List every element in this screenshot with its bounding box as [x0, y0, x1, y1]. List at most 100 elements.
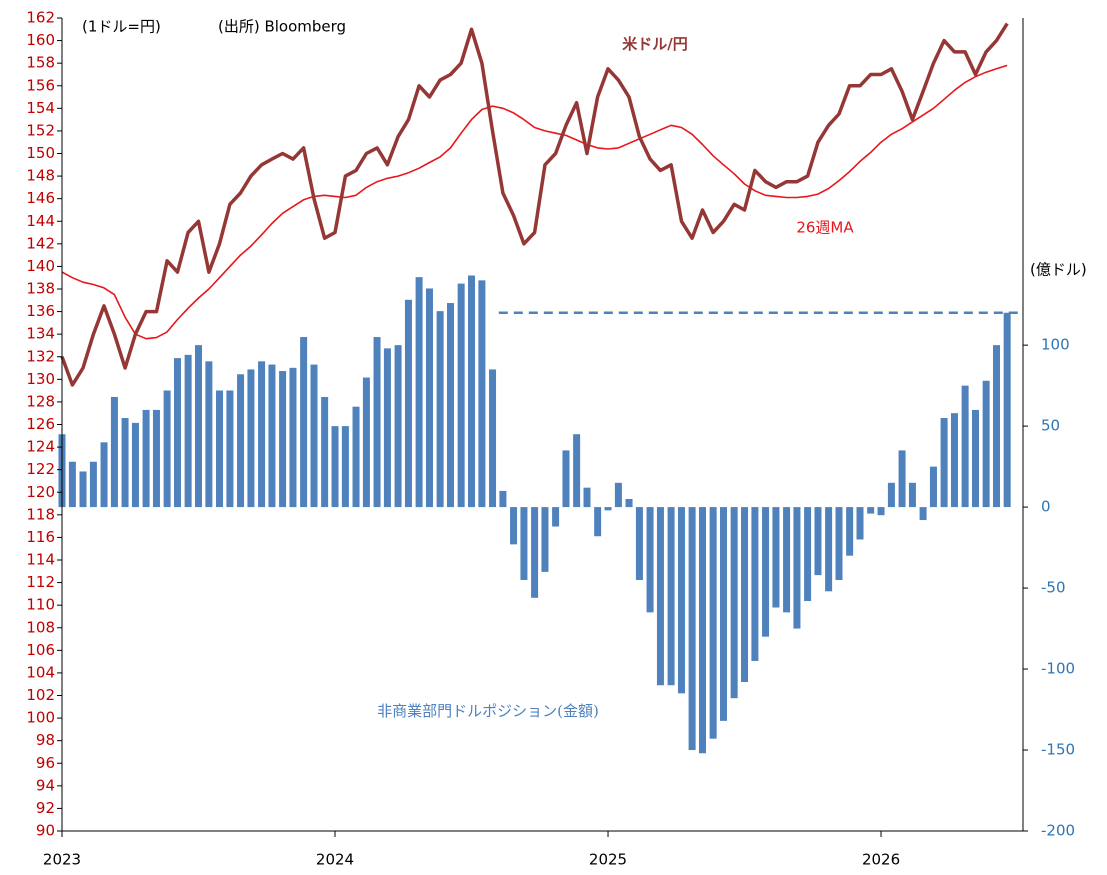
bar: [247, 369, 255, 508]
bar: [89, 461, 97, 508]
bar: [783, 507, 791, 613]
bar: [867, 507, 875, 514]
source-note: (出所) Bloomberg: [218, 18, 346, 36]
bar: [205, 361, 213, 508]
bar: [562, 450, 570, 508]
x-tick-label: 2023: [43, 851, 81, 869]
bar: [982, 380, 990, 508]
y-tick-label: 140: [26, 257, 55, 275]
y-tick-label: 94: [36, 776, 55, 794]
y-tick-label: 90: [36, 822, 55, 840]
series-label: 非商業部門ドルポジション(金額): [377, 702, 599, 720]
bar: [531, 507, 539, 598]
unit-note: (1ドル=円): [82, 18, 161, 36]
y-tick-label: 134: [26, 325, 55, 343]
y2-tick-label: -50: [1041, 579, 1066, 597]
y-tick-label: 116: [26, 528, 55, 546]
bar: [635, 507, 643, 580]
bar: [279, 371, 287, 508]
bar: [583, 487, 591, 508]
y-tick-label: 146: [26, 189, 55, 207]
y-tick-label: 156: [26, 76, 55, 94]
y2-tick-label: 100: [1041, 336, 1070, 354]
bar: [1003, 312, 1011, 508]
y2-tick-label: 0: [1041, 498, 1051, 516]
bar: [741, 507, 749, 683]
bar: [919, 507, 927, 521]
bar: [268, 364, 276, 508]
y-tick-label: 100: [26, 709, 55, 727]
bar: [520, 507, 528, 580]
bar: [100, 442, 108, 508]
bar: [898, 450, 906, 508]
bar: [310, 364, 318, 508]
y2-tick-label: -200: [1041, 822, 1075, 840]
y-tick-label: 142: [26, 234, 55, 252]
bar: [436, 311, 444, 508]
bar: [352, 406, 360, 508]
y-tick-label: 122: [26, 460, 55, 478]
bar: [887, 482, 895, 508]
y-tick-label: 160: [26, 31, 55, 49]
bar: [131, 422, 139, 508]
x-tick-label: 2025: [589, 851, 627, 869]
bar: [541, 507, 549, 572]
bar: [677, 507, 685, 694]
y-tick-label: 138: [26, 280, 55, 298]
y-tick-label: 114: [26, 551, 55, 569]
line: [60, 22, 1009, 387]
bar: [646, 507, 654, 613]
bar: [510, 507, 518, 545]
y2-tick-label: -150: [1041, 741, 1075, 759]
bar: [940, 418, 948, 508]
bar: [667, 507, 675, 686]
bar: [604, 507, 612, 511]
bar: [656, 507, 664, 686]
bar: [373, 337, 381, 508]
y-tick-label: 124: [26, 438, 55, 456]
bar: [121, 418, 129, 508]
bar: [142, 409, 150, 508]
y-tick-label: 152: [26, 121, 55, 139]
bar: [163, 390, 171, 508]
bar: [195, 345, 203, 508]
bar: [614, 482, 622, 508]
x-tick-label: 2026: [862, 851, 900, 869]
y-tick-label: 110: [26, 596, 55, 614]
y2-tick-label: -100: [1041, 660, 1075, 678]
bar: [362, 377, 370, 508]
bar: [173, 358, 181, 508]
y-tick-label: 118: [26, 505, 55, 523]
bar: [688, 507, 696, 751]
bar: [814, 507, 822, 576]
bar: [415, 277, 423, 508]
bar: [425, 288, 433, 508]
bar: [929, 466, 937, 508]
bar: [300, 337, 308, 508]
bar: [152, 409, 160, 508]
bar: [226, 390, 234, 508]
y-tick-label: 112: [26, 573, 55, 591]
bar: [237, 374, 245, 508]
bar: [846, 507, 854, 556]
bar: [804, 507, 812, 602]
bar: [825, 507, 833, 592]
bar: [289, 367, 297, 508]
bar: [184, 354, 192, 508]
bar: [573, 434, 581, 508]
bar: [751, 507, 759, 661]
bar: [971, 409, 979, 508]
bar: [404, 299, 412, 508]
y-tick-label: 144: [26, 212, 55, 230]
y2-tick-label: 50: [1041, 417, 1060, 435]
bar: [394, 345, 402, 508]
bar: [216, 390, 224, 508]
bar: [730, 507, 738, 699]
y2-unit: (億ドル): [1030, 261, 1087, 279]
bar: [835, 507, 843, 580]
y-tick-label: 102: [26, 686, 55, 704]
bar: [258, 361, 266, 508]
y-tick-label: 128: [26, 392, 55, 410]
bar: [762, 507, 770, 637]
series-label: 米ドル/円: [622, 35, 687, 53]
